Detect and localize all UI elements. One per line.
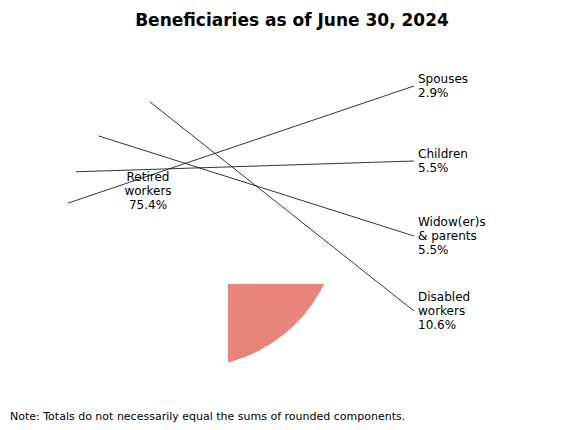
leader-line [150, 102, 414, 311]
note: Note: Totals do not necessarily equal th… [10, 410, 405, 423]
data-label: 5.5% [418, 243, 449, 257]
category-label: Spouses [418, 71, 468, 85]
data-label: 10.6% [418, 318, 456, 332]
label-line: & parents [418, 229, 477, 243]
chart: Beneficiaries as of June 30, 2024 Retired… [0, 0, 584, 430]
label-line: Disabled [418, 289, 470, 303]
title: Beneficiaries as of June 30, 2024 [135, 10, 449, 30]
data-label: 2.9% [418, 86, 449, 100]
data-label: 5.5% [418, 161, 449, 175]
category-label: Disabledworkers [418, 289, 470, 318]
label-line: workers [124, 184, 171, 198]
leader-line [68, 86, 414, 203]
slices [228, 284, 340, 368]
pie-slice [228, 284, 340, 368]
leader-line [76, 161, 414, 172]
label-line: Widow(er)s [418, 214, 486, 228]
category-label: Retiredworkers [124, 169, 171, 198]
data-label: 75.4% [129, 198, 167, 212]
category-label: Children [418, 146, 468, 160]
label-line: Children [418, 146, 468, 160]
label-line: Spouses [418, 71, 468, 85]
category-label: Widow(er)s& parents [418, 214, 486, 243]
labels: Retiredworkers75.4%Spouses2.9%Children5.… [68, 71, 486, 332]
label-line: workers [418, 304, 465, 318]
